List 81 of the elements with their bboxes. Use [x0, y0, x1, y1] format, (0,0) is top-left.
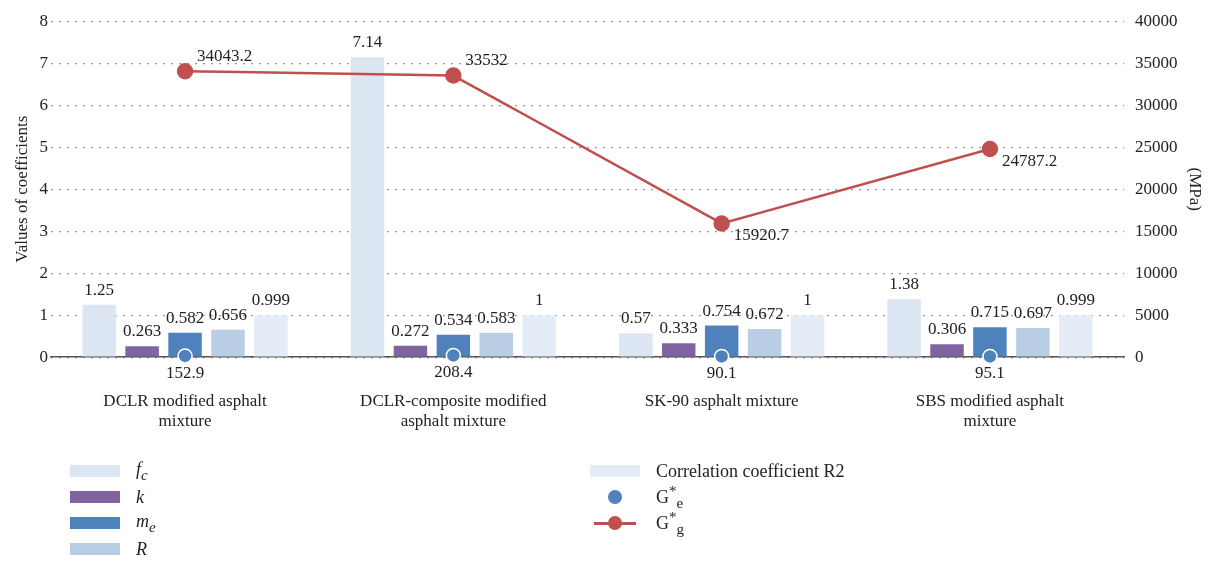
point: [177, 348, 193, 364]
point: [981, 140, 999, 158]
data-label: 90.1: [706, 363, 737, 383]
bar: [930, 344, 964, 357]
legend-label: f$_{c}$: [136, 458, 148, 484]
point: [445, 67, 462, 84]
data-label: 15920.7: [733, 225, 790, 245]
data-label: 0.534: [434, 309, 473, 329]
data-label: 0.306: [927, 319, 967, 339]
bar: [393, 345, 428, 357]
data-label: 0.697: [1013, 302, 1053, 322]
data-label: 208.4: [434, 362, 473, 382]
y2-tick-label: 10000: [1135, 262, 1178, 282]
y-tick-label: 0: [39, 346, 48, 366]
data-label: 0.715: [970, 302, 1010, 322]
data-label: 1.25: [84, 279, 115, 299]
data-label: 0.333: [659, 318, 698, 338]
data-label: 0.672: [745, 303, 784, 323]
bar: [661, 343, 696, 357]
data-label: 24787.2: [1001, 150, 1058, 170]
y2-tick-label: 35000: [1135, 52, 1178, 72]
data-label: 1.38: [889, 274, 919, 294]
data-label: 34043.2: [197, 46, 253, 66]
y-tick-label: 7: [39, 52, 49, 72]
x-tick-label: SK-90 asphalt mixture: [644, 390, 799, 410]
data-label: 0.999: [1056, 290, 1095, 310]
bar: [1016, 327, 1050, 357]
y-tick-label: 6: [39, 94, 48, 114]
point: [445, 347, 462, 364]
data-label: 1: [534, 290, 544, 310]
data-label: 7.14: [352, 32, 383, 52]
legend-label: R: [136, 538, 147, 560]
bar: [82, 304, 116, 357]
y2-tick-label: 25000: [1135, 136, 1178, 156]
y2-tick-label: 5000: [1135, 304, 1170, 324]
legend-label: k: [136, 486, 144, 508]
data-label: 0.656: [208, 304, 248, 324]
y-axis-title: Values of coefficients: [11, 115, 31, 263]
point: [713, 348, 730, 365]
bar: [125, 346, 159, 357]
bar: [619, 333, 653, 357]
data-label: 95.1: [975, 363, 1005, 383]
y2-axis-title: (MPa): [1186, 167, 1206, 211]
y-tick-label: 3: [39, 220, 48, 240]
point: [176, 62, 194, 80]
point: [982, 348, 998, 365]
bar: [747, 328, 782, 357]
bar: [254, 315, 288, 357]
data-label: 0.272: [391, 320, 430, 340]
y-tick-label: 5: [39, 136, 48, 156]
y2-tick-label: 20000: [1135, 178, 1178, 198]
y2-tick-label: 0: [1135, 346, 1144, 366]
data-label: 0.582: [165, 307, 205, 327]
bar: [479, 332, 514, 357]
bar: [211, 329, 245, 357]
data-label: 0.754: [702, 300, 742, 320]
data-label: 33532: [465, 50, 508, 70]
y2-tick-label: 30000: [1135, 94, 1178, 114]
data-label: 152.9: [165, 362, 205, 382]
bar: [1059, 315, 1093, 357]
y2-tick-label: 40000: [1135, 10, 1178, 30]
legend-label: m$_{e}$: [136, 510, 156, 536]
bar: [790, 315, 825, 357]
x-tick-label: DCLR modified asphalt mixture: [103, 390, 268, 431]
point: [713, 215, 730, 232]
y2-tick-label: 15000: [1135, 220, 1178, 240]
data-label: 0.583: [477, 307, 516, 327]
data-label: 1: [803, 290, 812, 310]
y-tick-label: 1: [39, 304, 48, 324]
data-label: 0.263: [123, 321, 162, 341]
y-tick-label: 4: [39, 178, 49, 198]
data-label: 0.57: [620, 308, 652, 328]
x-tick-label: SBS modified asphalt mixture: [915, 390, 1065, 431]
bar: [887, 299, 921, 357]
y-tick-label: 8: [39, 10, 48, 30]
x-tick-label: DCLR-composite modified asphalt mixture: [360, 390, 548, 431]
data-label: 0.999: [251, 290, 291, 310]
bar: [350, 57, 385, 357]
y-tick-label: 2: [39, 262, 48, 282]
bar: [522, 315, 556, 357]
legend-label: Correlation coefficient R2: [656, 460, 845, 482]
